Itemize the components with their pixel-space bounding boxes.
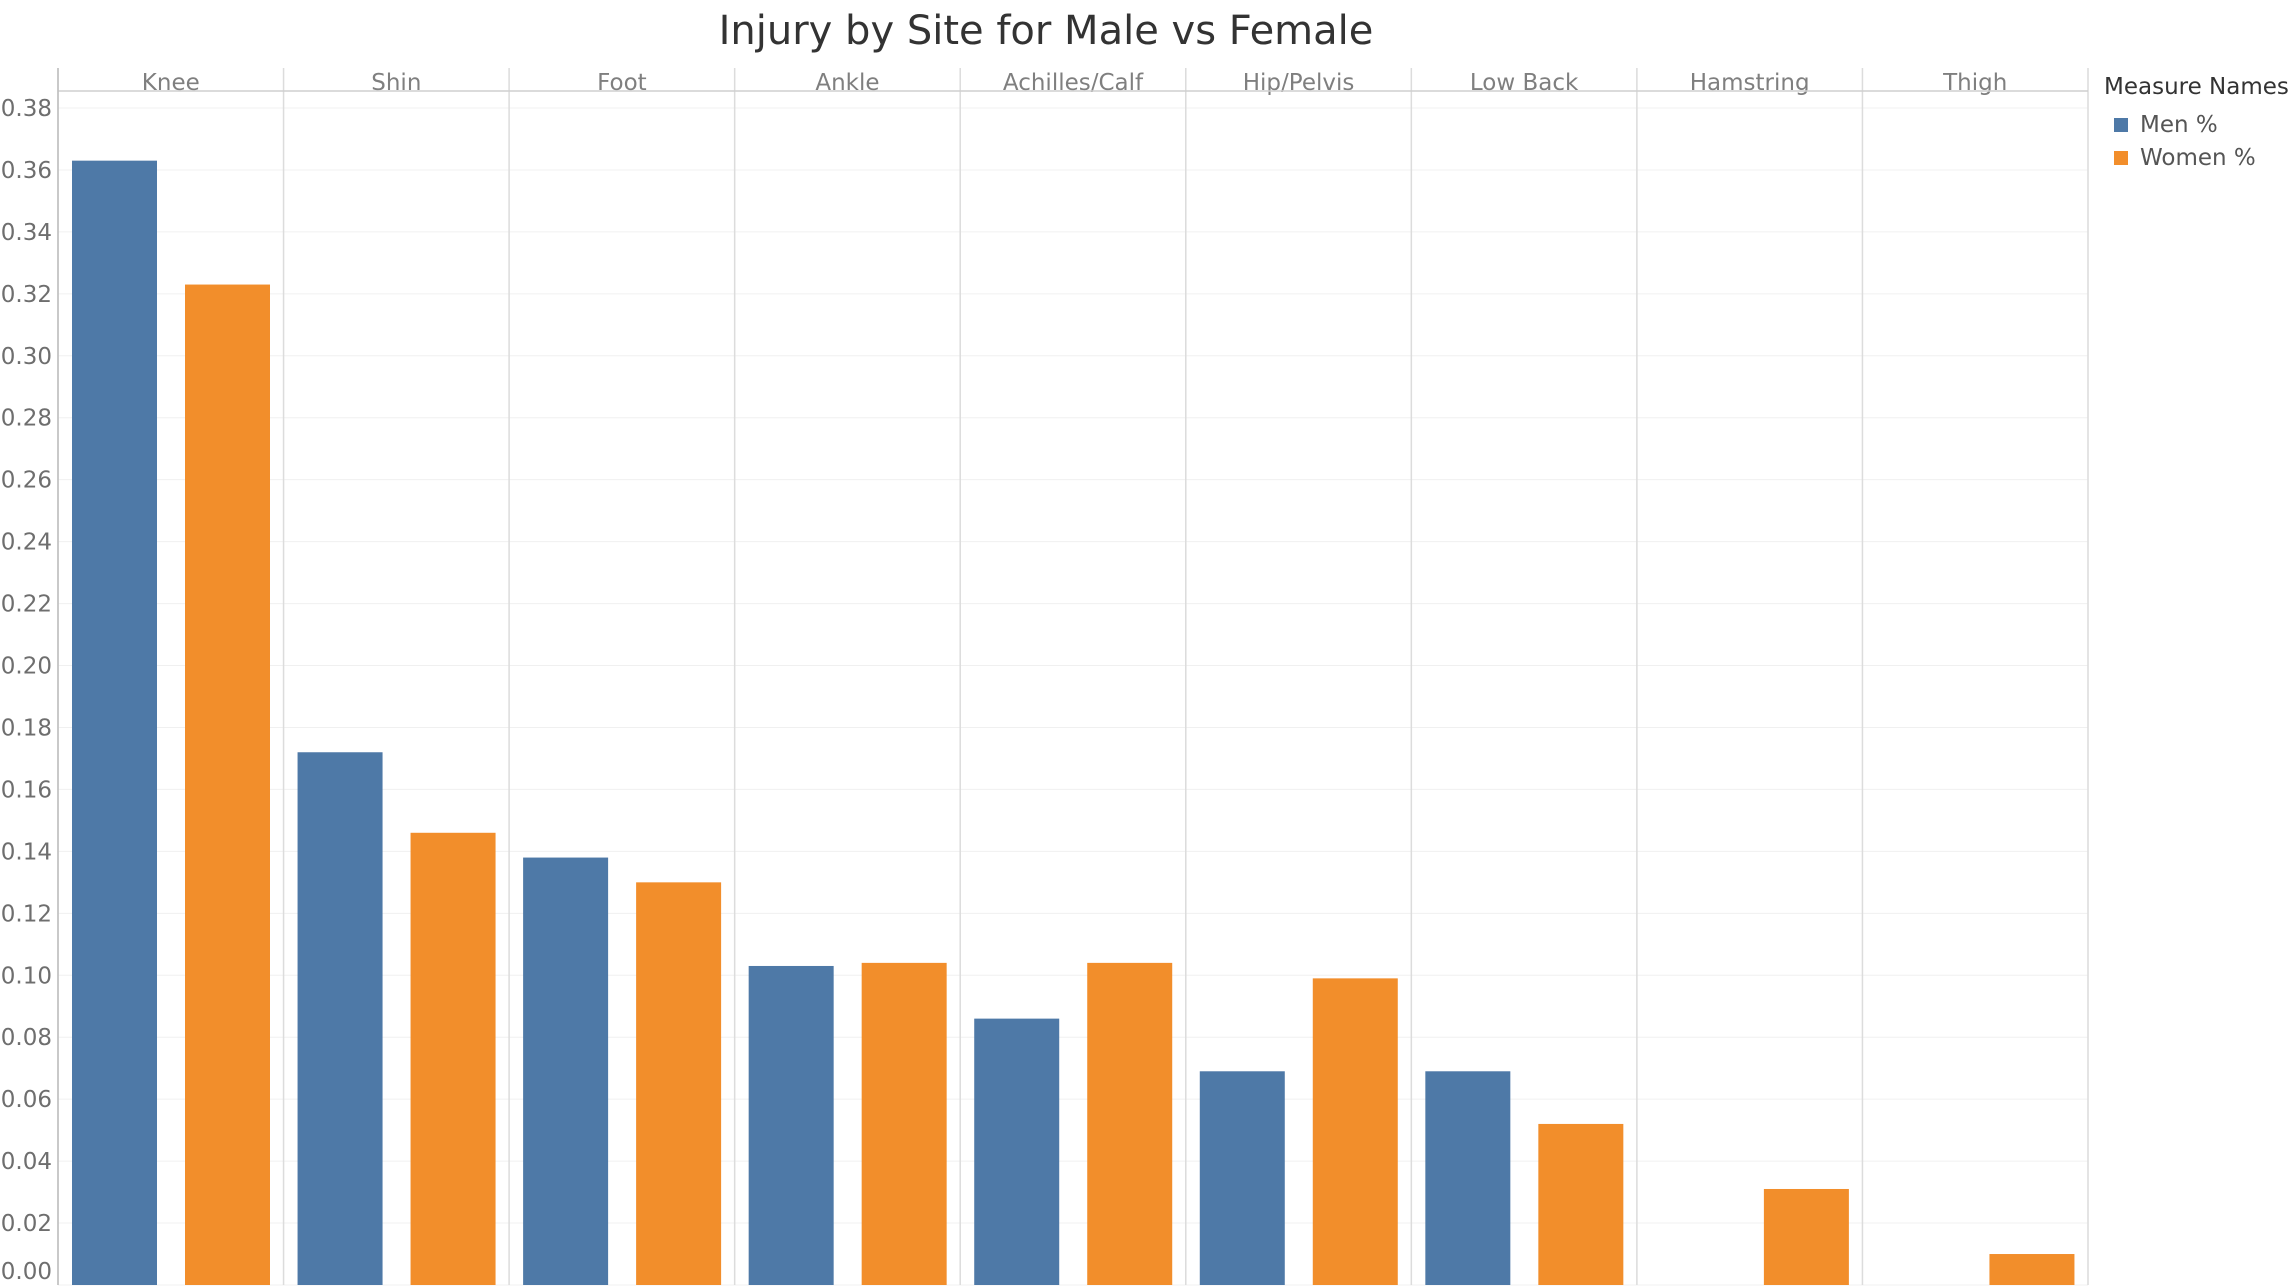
y-tick-label: 0.10 [1,963,52,989]
legend-items: Men % Women % [2104,108,2289,174]
bar-women [861,962,947,1285]
y-tick-label: 0.26 [1,468,52,494]
bar-women [1538,1123,1624,1285]
legend-label: Women % [2140,144,2256,171]
y-tick-label: 0.16 [1,777,52,803]
category-label: Thigh [1942,70,2007,96]
category-label: Achilles/Calf [1003,70,1144,96]
y-tick-label: 0.38 [1,96,52,122]
y-tick-label: 0.34 [1,220,52,246]
y-tick-label: 0.08 [1,1025,52,1051]
y-tick-label: 0.06 [1,1087,52,1113]
category-label: Knee [142,70,200,96]
bar-women [636,882,722,1285]
y-tick-label: 0.04 [1,1149,52,1175]
bar-men [523,857,609,1285]
category-label: Hip/Pelvis [1243,70,1355,96]
bar-men [974,1018,1060,1285]
bar-chart: Knee Shin Foot Ankle Achilles/Calf Hip/Pelvis… [1,68,2089,1286]
bar-women [1763,1188,1849,1285]
bar-women [410,832,496,1285]
legend-item[interactable]: Men % [2114,108,2289,141]
category-label: Ankle [815,70,879,96]
y-axis-tick-labels: 0.00 0.02 0.04 0.06 0.08 0.10 0.12 0.14 0.16 0.18… [1,96,52,1285]
legend-label: Men % [2140,111,2218,138]
y-tick-label: 0.12 [1,901,52,927]
legend-swatch [2114,117,2128,132]
y-tick-label: 0.14 [1,839,52,865]
axes [57,68,2088,1285]
legend-swatch [2114,150,2128,165]
chart-title: Injury by Site for Male vs Female [718,8,1374,54]
bar-men [297,752,383,1285]
bar-women [1087,962,1173,1285]
category-label: Foot [597,70,647,96]
bar-men [72,160,157,1285]
y-tick-label: 0.30 [1,344,52,370]
bar-men [1199,1071,1285,1285]
bar-women [1989,1254,2075,1285]
legend: Measure Names Men % Women % [2104,74,2289,174]
legend-title: Measure Names [2104,74,2289,100]
gridlines [58,107,2088,1286]
bars [72,160,2075,1285]
legend-item[interactable]: Women % [2114,141,2289,174]
y-tick-label: 0.32 [1,282,52,308]
bar-men [748,965,834,1285]
category-label: Hamstring [1690,70,1810,96]
category-label: Low Back [1470,70,1579,96]
y-tick-label: 0.36 [1,158,52,184]
y-tick-label: 0.28 [1,406,52,432]
y-tick-label: 0.00 [1,1259,52,1285]
bar-women [185,284,270,1285]
y-tick-label: 0.22 [1,592,52,618]
category-labels: Knee Shin Foot Ankle Achilles/Calf Hip/Pelvis… [142,70,2008,96]
y-tick-label: 0.18 [1,715,52,741]
y-tick-label: 0.02 [1,1211,52,1237]
y-tick-label: 0.24 [1,530,52,556]
bar-women [1312,978,1398,1285]
bar-men [1425,1071,1511,1285]
category-label: Shin [371,70,421,96]
y-tick-label: 0.20 [1,654,52,680]
